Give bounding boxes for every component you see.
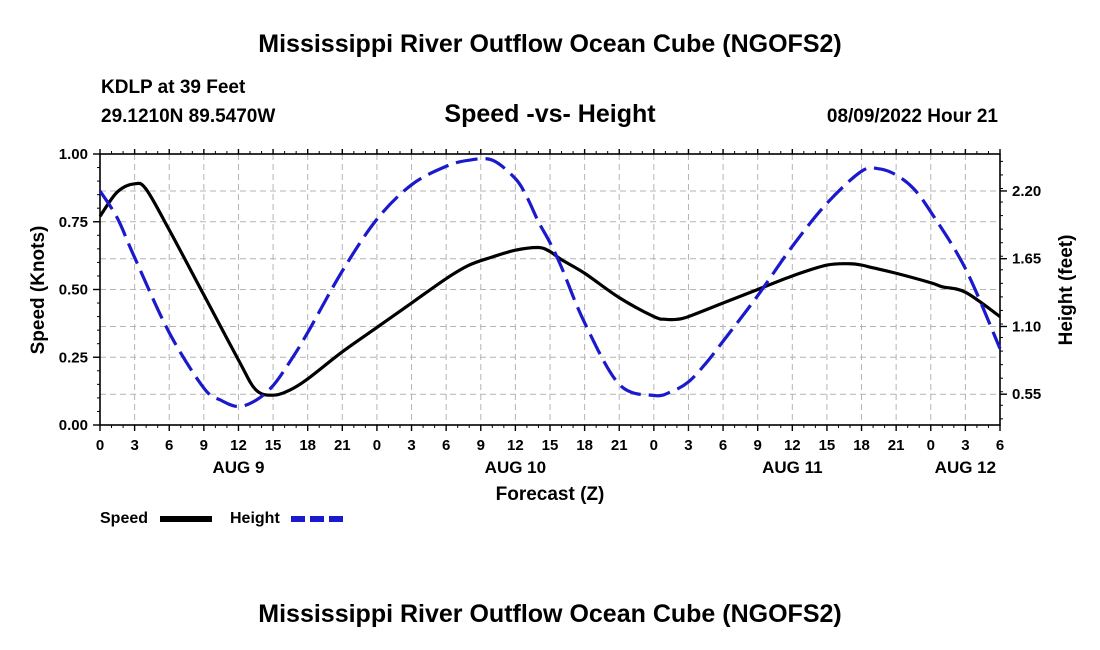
speed-height-chart: 0 3 6 9 12 15 18 21 0 3 6 9 12 15 18 21 0 3 6 9 12 15 18 21 0 3 6A… <box>28 146 1077 505</box>
x-tick-label: 3 <box>961 437 969 454</box>
axis-tick-labels: 0 3 6 9 12 15 18 21 0 3 6 9 12 15 18 21 0 3 6 9 12 15 18 21 0 3 6A… <box>59 146 1041 477</box>
x-tick-label: 12 <box>230 437 247 454</box>
height-series-line <box>98 156 1002 409</box>
y2-tick-label: 2.20 <box>1012 183 1041 200</box>
x-tick-label: 15 <box>265 437 282 454</box>
legend-height-label: Height <box>230 510 280 527</box>
x-tick-label: 3 <box>130 437 138 454</box>
coordinates-label: 29.1210N 89.5470W <box>101 106 276 127</box>
x-tick-label: 21 <box>334 437 351 454</box>
speed-series-line <box>98 181 1001 397</box>
y-tick-label: 0.75 <box>59 214 88 231</box>
date-label: AUG 10 <box>485 458 546 477</box>
x-tick-label: 3 <box>684 437 692 454</box>
forecast-date-label: 08/09/2022 Hour 21 <box>826 106 998 127</box>
x-tick-label: 12 <box>507 437 524 454</box>
x-tick-label: 0 <box>650 437 658 454</box>
x-tick-label: 0 <box>927 437 935 454</box>
x-tick-label: 6 <box>165 437 173 454</box>
x-tick-label: 18 <box>299 437 316 454</box>
x-tick-label: 15 <box>819 437 836 454</box>
x-tick-label: 6 <box>442 437 450 454</box>
x-tick-label: 12 <box>784 437 801 454</box>
x-tick-label: 6 <box>996 437 1004 454</box>
date-label: AUG 12 <box>935 458 996 477</box>
legend-speed-swatch <box>160 516 212 522</box>
y-axis-title: Speed (Knots) <box>28 226 49 355</box>
y-tick-label: 0.00 <box>59 417 88 434</box>
x-tick-label: 3 <box>407 437 415 454</box>
x-tick-label: 0 <box>96 437 104 454</box>
x-axis-title: Forecast (Z) <box>496 484 605 505</box>
x-tick-label: 18 <box>853 437 870 454</box>
x-tick-label: 21 <box>611 437 628 454</box>
legend-speed-label: Speed <box>100 510 149 527</box>
x-tick-label: 21 <box>888 437 905 454</box>
chart-title: Speed -vs- Height <box>444 100 656 128</box>
x-tick-label: 18 <box>576 437 593 454</box>
y-tick-label: 1.00 <box>59 146 88 163</box>
bottom-title: Mississippi River Outflow Ocean Cube (NG… <box>258 600 842 628</box>
y2-tick-label: 0.55 <box>1012 386 1041 403</box>
date-label: AUG 11 <box>762 458 822 477</box>
series-lines <box>98 156 1002 409</box>
grid-lines <box>100 154 1000 425</box>
x-tick-label: 6 <box>719 437 727 454</box>
axis-ticks <box>93 149 1007 431</box>
date-label: AUG 9 <box>212 458 264 477</box>
x-tick-label: 9 <box>477 437 485 454</box>
legend-height-swatch <box>291 516 343 522</box>
x-tick-label: 0 <box>373 437 381 454</box>
x-tick-label: 9 <box>754 437 762 454</box>
main-title: Mississippi River Outflow Ocean Cube (NG… <box>258 30 842 58</box>
y2-axis-title: Height (feet) <box>1056 235 1077 346</box>
x-tick-label: 9 <box>200 437 208 454</box>
station-label: KDLP at 39 Feet <box>101 77 246 98</box>
y2-tick-label: 1.10 <box>1012 318 1041 335</box>
y2-tick-label: 1.65 <box>1012 251 1041 268</box>
y-tick-label: 0.50 <box>59 282 88 299</box>
x-tick-label: 15 <box>542 437 559 454</box>
y-tick-label: 0.25 <box>59 349 88 366</box>
